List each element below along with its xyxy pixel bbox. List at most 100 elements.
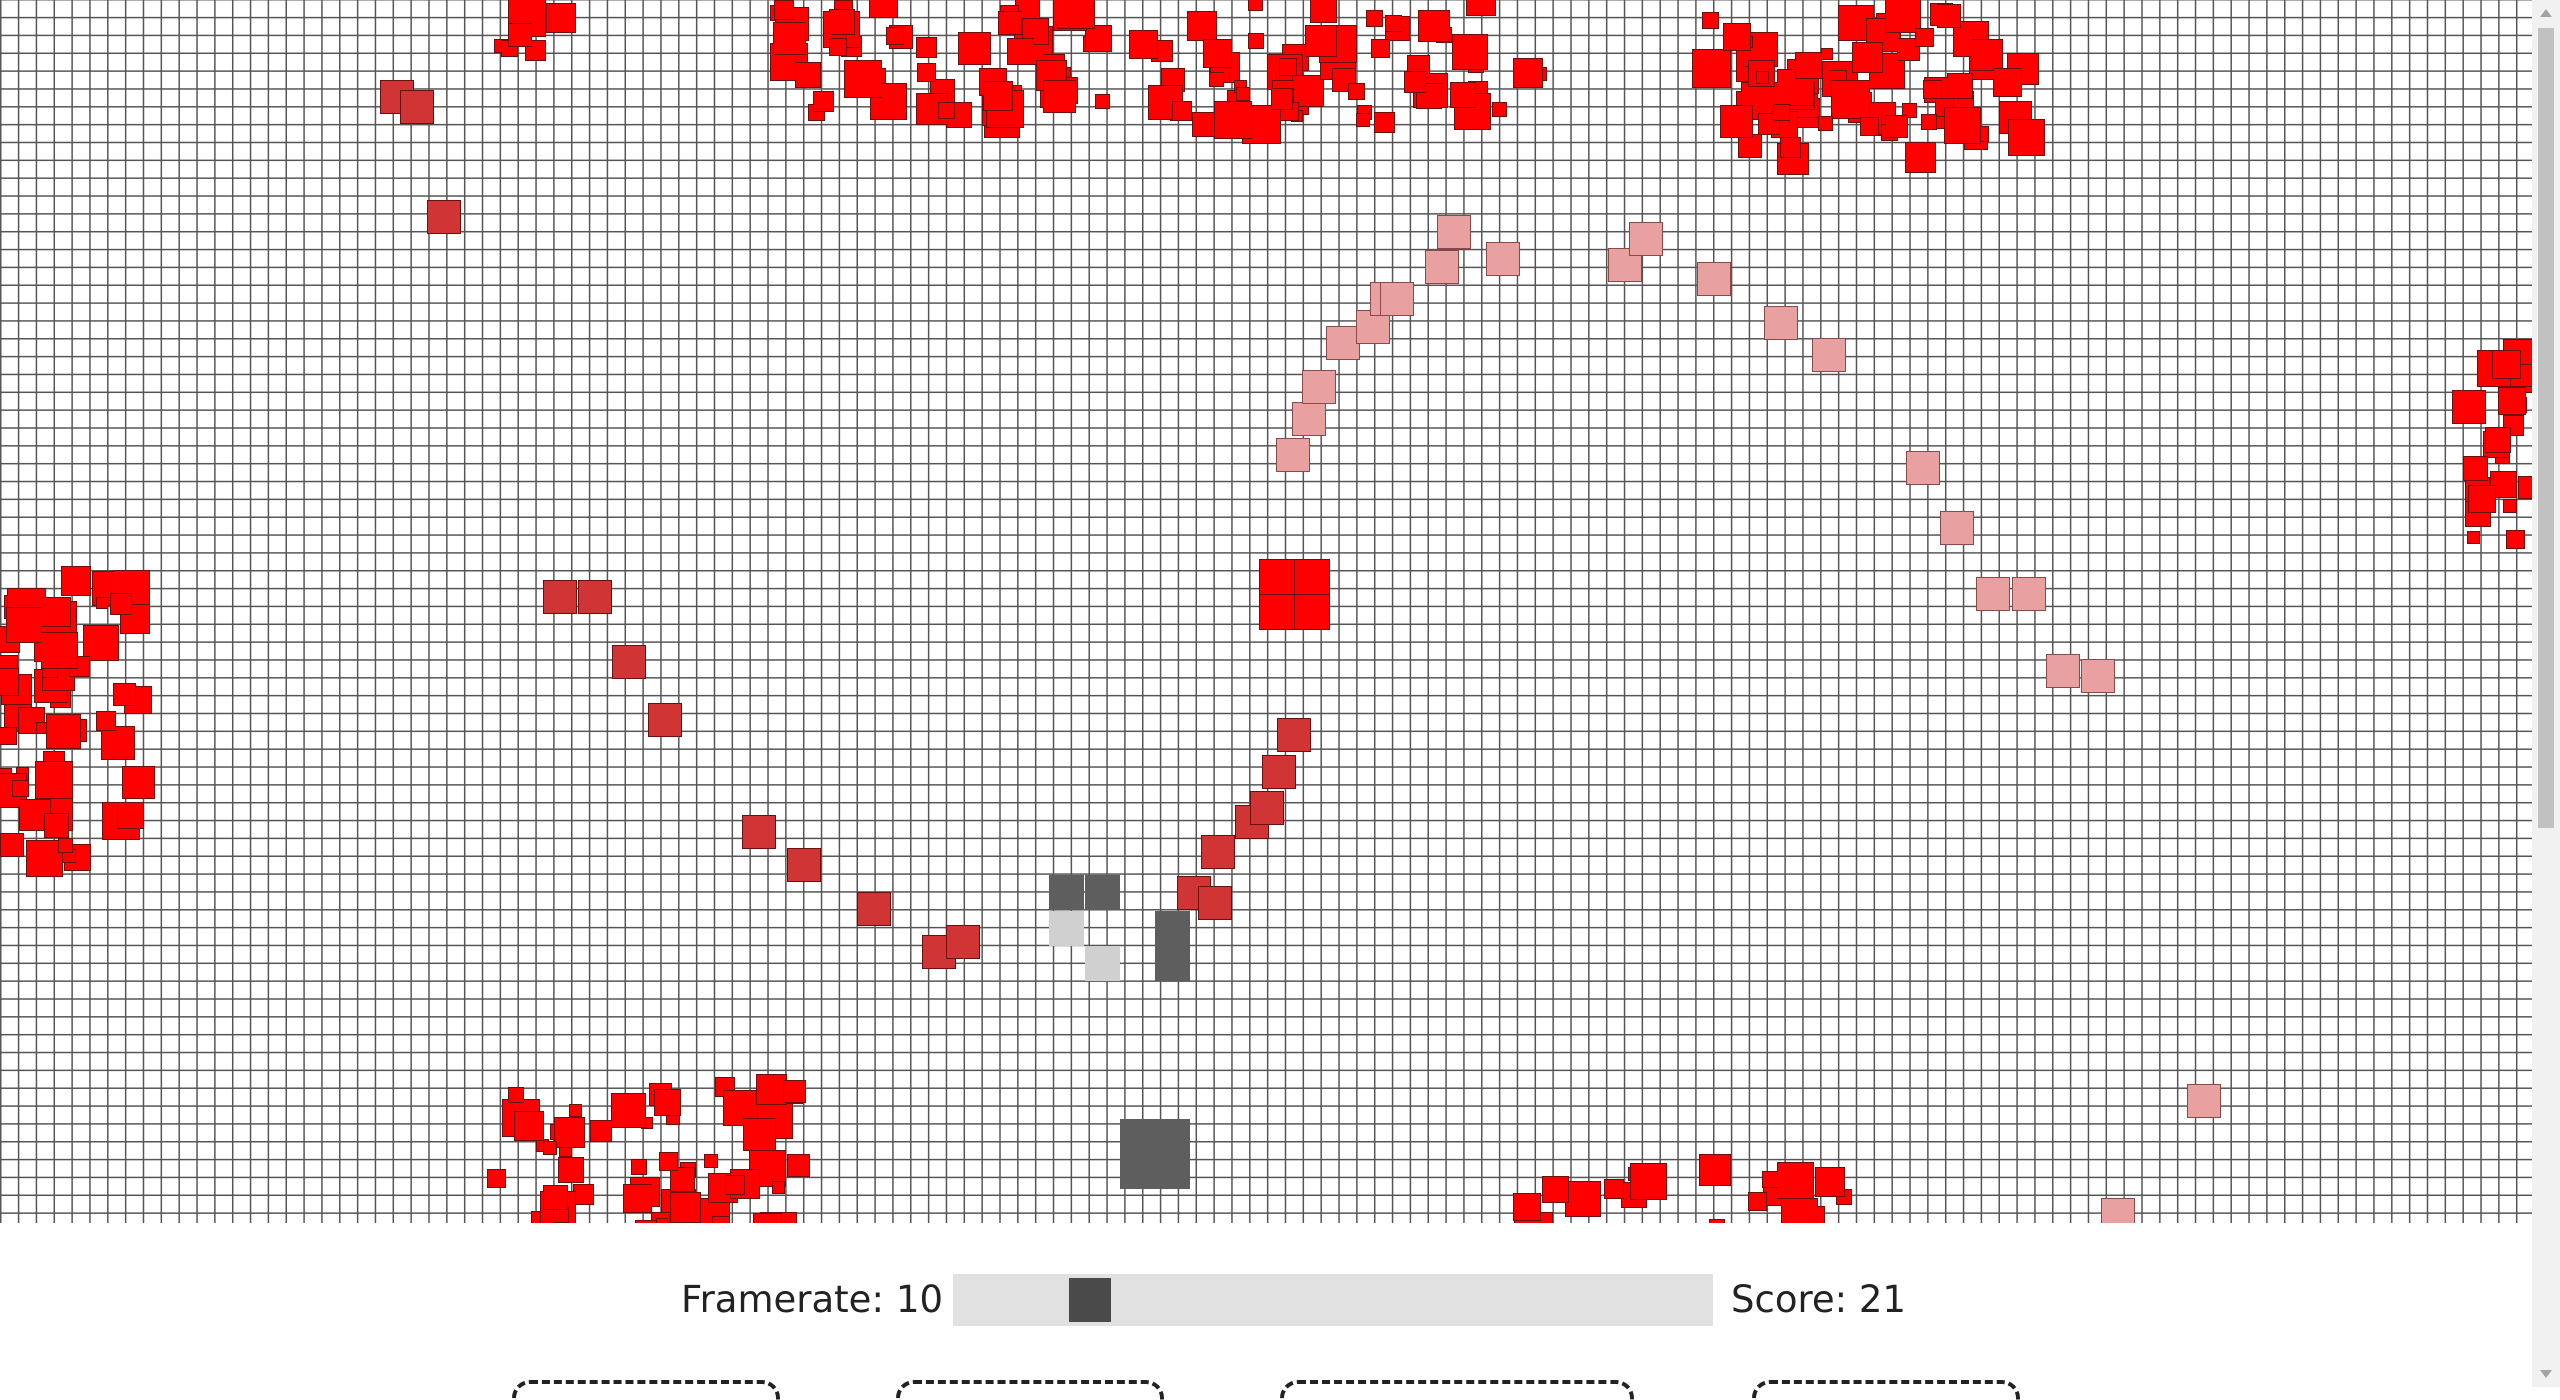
red-cluster-piece [2498, 387, 2526, 415]
red-cluster-piece [514, 1111, 544, 1141]
scrollbar-thumb[interactable] [2538, 28, 2554, 828]
control-button-1[interactable] [512, 1380, 780, 1400]
red-cluster-piece [508, 1087, 524, 1103]
framerate-slider-thumb[interactable] [1069, 1278, 1111, 1322]
trail-block [1940, 511, 1974, 545]
red-cluster-piece [1780, 137, 1801, 158]
red-cluster-piece [1815, 1167, 1845, 1197]
control-button-4[interactable] [1752, 1380, 2020, 1400]
scroll-down-icon[interactable] [2540, 1370, 2552, 1378]
game-board[interactable] [0, 0, 2532, 1223]
red-cluster-piece [1831, 80, 1870, 119]
trail-block [1326, 326, 1360, 360]
red-cluster-piece [1993, 68, 2022, 97]
red-cluster-piece [774, 0, 794, 20]
red-cluster-piece [569, 1104, 582, 1117]
red-cluster-piece [96, 711, 116, 731]
trail-block [400, 90, 434, 124]
red-cluster-piece [1450, 82, 1476, 108]
red-cluster-piece [2485, 427, 2511, 453]
trail-block [1262, 755, 1296, 789]
trail-block [2012, 577, 2046, 611]
trail-block [857, 892, 891, 926]
red-cluster-piece [1279, 58, 1297, 76]
red-cluster-piece [1885, 115, 1908, 138]
red-cluster-piece [787, 1154, 810, 1177]
red-cluster-piece [756, 1074, 787, 1105]
red-cluster-piece [1565, 1181, 1601, 1217]
red-cluster-piece [983, 81, 1013, 111]
trail-block [612, 645, 646, 679]
red-cluster-piece [2468, 485, 2496, 513]
red-cluster-piece [61, 566, 91, 596]
red-cluster-piece [1203, 39, 1232, 68]
red-cluster-piece [1915, 28, 1934, 47]
gray-block [1085, 875, 1120, 910]
red-cluster-piece [508, 23, 532, 47]
trail-block [742, 815, 776, 849]
red-cluster-piece [1947, 73, 1973, 99]
red-cluster-piece [1902, 103, 1917, 118]
red-cluster-piece [917, 63, 936, 82]
red-cluster-piece [554, 1117, 585, 1148]
red-cluster-piece [0, 668, 19, 696]
vertical-scrollbar[interactable] [2532, 0, 2560, 1387]
red-cluster-piece [546, 3, 576, 33]
red-cluster-piece [113, 683, 136, 706]
red-cluster-piece [2467, 531, 2480, 544]
red-cluster-piece [1348, 83, 1365, 100]
framerate-slider[interactable] [953, 1274, 1713, 1326]
red-cluster-piece [487, 1169, 506, 1188]
trail-block [787, 848, 821, 882]
red-cluster-piece [916, 37, 937, 58]
red-cluster-piece [83, 625, 119, 661]
red-cluster-piece [1905, 142, 1936, 173]
red-cluster-piece [41, 597, 71, 627]
red-cluster-piece [870, 83, 907, 120]
red-cluster-piece [2503, 499, 2517, 513]
red-cluster-piece [1781, 1198, 1818, 1223]
red-cluster-piece [101, 726, 135, 760]
red-cluster-piece [670, 1167, 695, 1192]
trail-block [2046, 654, 2080, 688]
red-cluster-piece [590, 1120, 612, 1142]
red-cluster-piece [1852, 42, 1883, 73]
gray-block [1049, 911, 1084, 946]
player-block [1259, 559, 1295, 595]
trail-block [1277, 718, 1311, 752]
trail-block [2081, 659, 2115, 693]
framerate-label: Framerate: [681, 1278, 884, 1321]
trail-block [427, 200, 461, 234]
scroll-up-icon[interactable] [2540, 9, 2552, 17]
red-cluster-piece [704, 1154, 718, 1168]
red-cluster-piece [1187, 11, 1217, 41]
red-cluster-piece [772, 1181, 785, 1194]
control-button-2[interactable] [896, 1380, 1164, 1400]
trail-block [1302, 370, 1336, 404]
control-button-3[interactable] [1280, 1380, 1634, 1400]
red-cluster-piece [1452, 34, 1488, 70]
gray-block [1155, 911, 1190, 946]
gray-block [1120, 1154, 1155, 1189]
framerate-value: 10 [896, 1278, 944, 1321]
trail-block [1486, 242, 1520, 276]
red-cluster-piece [938, 102, 955, 119]
red-cluster-piece [1310, 0, 1337, 23]
red-cluster-piece [46, 714, 81, 749]
gray-block [1155, 946, 1190, 981]
score-display: Score: 21 [1731, 1278, 1906, 1321]
gray-block [1085, 946, 1120, 981]
red-cluster-piece [1192, 112, 1217, 137]
trail-block [1812, 338, 1846, 372]
red-cluster-piece [1466, 0, 1496, 16]
red-cluster-piece [122, 766, 155, 799]
red-cluster-piece [1699, 1154, 1731, 1186]
red-cluster-piece [783, 1080, 806, 1103]
trail-block [2187, 1084, 2221, 1118]
red-cluster-piece [773, 22, 806, 55]
red-cluster-piece [1773, 104, 1790, 121]
trail-block [1380, 282, 1414, 316]
red-cluster-piece [1702, 12, 1719, 29]
red-cluster-piece [1604, 1179, 1624, 1199]
red-cluster-piece [1795, 52, 1822, 79]
